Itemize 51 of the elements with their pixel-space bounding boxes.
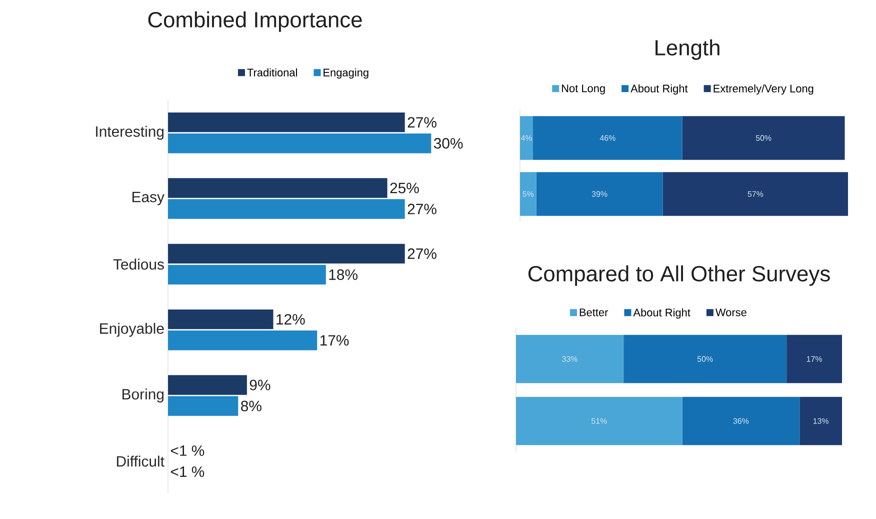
bar <box>168 309 274 330</box>
bar <box>516 334 624 384</box>
y-tick-label: Boring <box>122 388 164 402</box>
bar <box>168 178 388 198</box>
data-label: 27% <box>408 117 436 128</box>
bar <box>168 112 405 132</box>
y-tick-label: Tedious <box>113 258 164 270</box>
bar <box>168 396 238 416</box>
y-tick-label: Difficult <box>116 456 164 467</box>
legend-label: About Right <box>633 308 690 319</box>
data-label: 27% <box>408 248 436 259</box>
bar <box>520 172 536 216</box>
y-tick-label: Interesting <box>96 126 164 140</box>
bar <box>168 264 326 285</box>
data-label: 9% <box>250 380 270 390</box>
chart-title: Compared to All Other Surveys <box>528 265 830 286</box>
y-tick-label: Enjoyable <box>100 322 164 337</box>
bar <box>662 172 848 216</box>
bar <box>532 116 682 160</box>
bar <box>168 375 247 395</box>
bar <box>682 396 800 446</box>
bar <box>168 133 432 154</box>
data-label: 8% <box>241 400 262 412</box>
bar <box>536 172 663 216</box>
chart-title: Length <box>656 39 720 60</box>
data-label: 25% <box>390 182 419 194</box>
text: <1 % <box>170 466 204 477</box>
legend-label: Engaging <box>324 68 368 79</box>
bar <box>624 334 787 384</box>
bar <box>168 330 318 350</box>
data-label: 30% <box>434 138 463 149</box>
data-label: 18% <box>329 269 358 280</box>
data-label: 17% <box>320 335 349 346</box>
legend-label: Traditional <box>247 68 297 76</box>
bar <box>682 116 845 160</box>
bar <box>168 199 405 219</box>
legend-label: About Right <box>630 84 688 95</box>
data-label: 27% <box>408 204 436 214</box>
bar <box>800 396 842 446</box>
y-tick-label: Easy <box>132 192 164 206</box>
legend-label: Extremely/Very Long <box>714 84 814 95</box>
legend-label: Better <box>580 308 608 316</box>
bar <box>786 334 842 384</box>
bar <box>168 244 405 264</box>
chart-title: Combined Importance <box>148 11 362 32</box>
legend-label: Not Long <box>562 84 605 94</box>
text: <1 % <box>170 445 204 456</box>
bar <box>520 116 533 160</box>
bar <box>516 396 682 446</box>
legend-label: Worse <box>716 308 746 316</box>
data-label: 12% <box>276 314 305 325</box>
